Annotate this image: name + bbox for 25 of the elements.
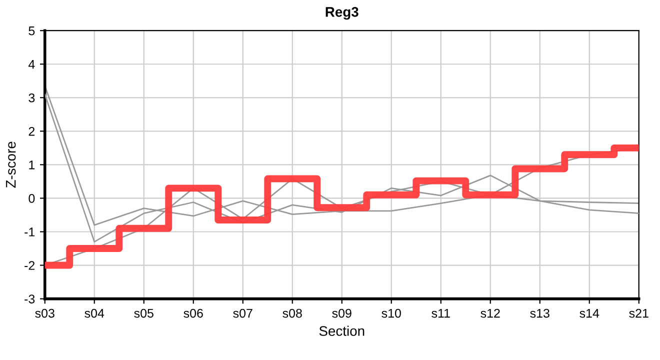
x-axis-title: Section [319, 326, 364, 336]
y-axis-title: Z-score [6, 142, 16, 188]
x-tick-label: s21 [629, 308, 648, 318]
y-tick-label: 4 [28, 60, 35, 69]
x-tick-label: s05 [134, 308, 154, 318]
x-tick-label: s11 [432, 308, 450, 318]
y-tick-label: -1 [24, 228, 35, 236]
y-tick-label: 2 [28, 126, 35, 136]
x-tick-label: s12 [480, 308, 500, 318]
x-tick-label: s04 [84, 308, 104, 318]
chart-title: Reg3 [326, 7, 358, 20]
y-tick-label: -3 [24, 294, 35, 304]
x-tick-label: s08 [282, 308, 302, 318]
x-tick-label: s07 [233, 308, 252, 318]
x-tick-label: s03 [35, 308, 54, 318]
x-tick-label: s13 [530, 308, 550, 318]
y-tick-label: 3 [28, 93, 35, 102]
x-tick-label: s10 [382, 308, 401, 318]
x-tick-label: s06 [184, 308, 203, 318]
y-tick-label: 5 [28, 26, 35, 36]
y-tick-label: 1 [29, 160, 35, 170]
x-tick-label: s09 [332, 308, 352, 318]
x-tick-label: s14 [580, 308, 600, 318]
y-tick-label: 0 [28, 194, 35, 203]
y-tick-label: -2 [24, 261, 35, 270]
